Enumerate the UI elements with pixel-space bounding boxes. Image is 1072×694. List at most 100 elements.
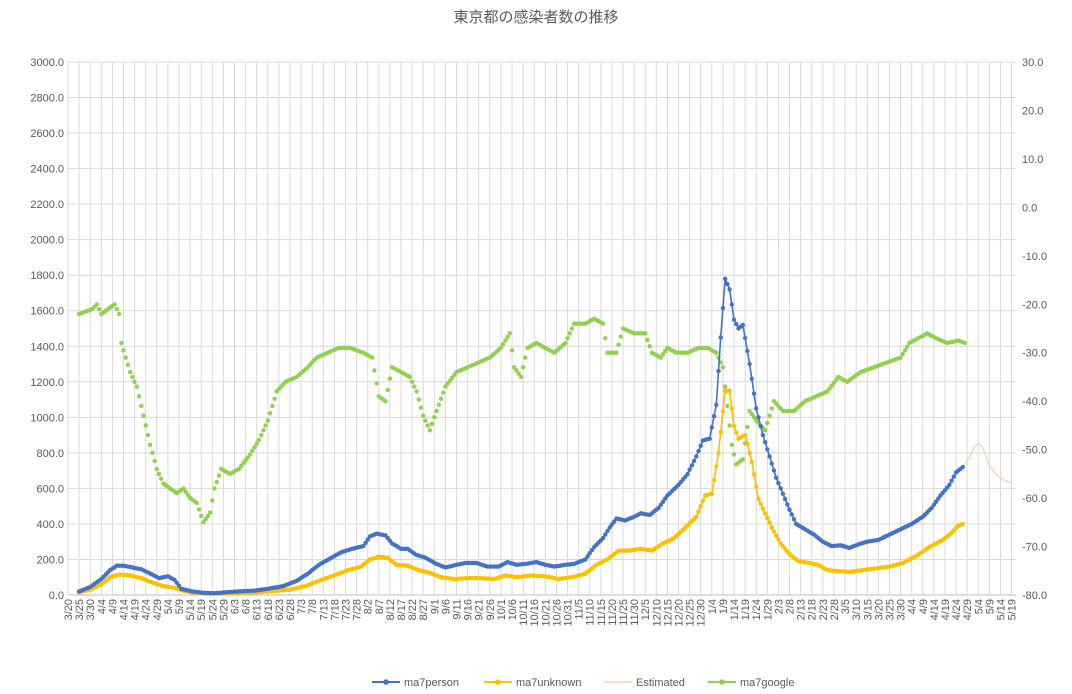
legend: ma7person ma7unknown Estimated ma7google	[372, 677, 794, 689]
x-tick-label: 3/5	[840, 599, 852, 614]
x-tick-label: 9/1	[429, 599, 441, 614]
data-point-ma7person	[787, 507, 792, 512]
x-tick-label: 7/18	[329, 599, 341, 620]
x-tick-label: 8/27	[418, 599, 430, 620]
data-point-ma7unknown	[716, 450, 721, 456]
x-tick-label: 7/13	[318, 599, 330, 620]
x-tick-label: 1/19	[740, 599, 752, 620]
data-point-ma7person	[656, 505, 661, 511]
series-Estimated	[962, 442, 1012, 484]
data-point-ma7person	[685, 472, 690, 477]
data-point-ma7google	[416, 397, 421, 402]
x-tick-label: 12/20	[674, 599, 686, 627]
left-tick-label: 1400.0	[30, 341, 64, 353]
data-point-ma7person	[782, 496, 788, 502]
data-point-ma7google	[385, 387, 390, 393]
x-tick-label: 7/23	[341, 599, 353, 620]
data-point-ma7unknown	[742, 432, 748, 438]
data-point-ma7unknown	[776, 537, 781, 542]
x-tick-label: 1/29	[762, 599, 774, 620]
x-tick-label: 11/15	[596, 599, 608, 626]
data-point-ma7person	[758, 424, 763, 429]
left-tick-label: 400.0	[36, 519, 64, 531]
left-tick-label: 1200.0	[30, 377, 64, 389]
data-point-ma7google	[96, 306, 102, 312]
left-tick-label: 600.0	[36, 483, 64, 495]
data-point-ma7google	[518, 374, 524, 380]
legend-label: ma7google	[740, 677, 794, 689]
data-point-ma7google	[374, 381, 379, 386]
data-point-ma7google	[503, 338, 508, 343]
data-point-ma7person	[727, 287, 732, 292]
data-point-ma7person	[767, 454, 772, 459]
data-point-ma7google	[421, 413, 426, 418]
x-tick-label: 7/3	[296, 599, 308, 614]
data-point-ma7google	[427, 428, 433, 433]
right-tick-label: 20.0	[1022, 105, 1043, 117]
data-point-ma7person	[780, 491, 786, 496]
data-point-ma7google	[132, 379, 137, 384]
chart-title: 東京都の感染者数の推移	[453, 8, 618, 26]
data-point-ma7unknown	[767, 520, 772, 525]
data-point-ma7google	[747, 408, 752, 414]
data-point-ma7person	[760, 432, 766, 438]
data-point-ma7google	[723, 384, 728, 389]
x-tick-label: 10/26	[551, 599, 563, 627]
x-tick-label: 2/13	[796, 599, 808, 620]
data-point-ma7person	[791, 517, 797, 522]
data-point-ma7person	[687, 467, 692, 472]
x-tick-label: 1/4	[707, 599, 719, 614]
data-point-ma7google	[372, 368, 377, 373]
x-tick-label: 10/6	[507, 599, 519, 620]
x-tick-label: 3/15	[862, 599, 874, 620]
data-point-ma7google	[412, 384, 417, 389]
data-point-ma7google	[370, 355, 375, 360]
data-point-ma7google	[252, 445, 257, 450]
legend-swatch-marker	[383, 679, 389, 685]
data-point-ma7google	[414, 389, 419, 394]
data-point-ma7unknown	[698, 504, 703, 509]
x-tick-label: 1/9	[718, 599, 730, 614]
data-point-ma7google	[902, 348, 908, 353]
data-point-ma7google	[603, 336, 608, 341]
x-tick-label: 11/5	[574, 599, 586, 620]
x-tick-label: 12/5	[640, 599, 652, 620]
data-point-ma7google	[727, 423, 732, 428]
legend-item-ma7unknown: ma7unknown	[484, 677, 581, 689]
data-point-ma7google	[645, 337, 650, 342]
series-ma7google	[76, 302, 968, 525]
x-tick-label: 8/22	[407, 599, 419, 620]
left-tick-label: 1000.0	[30, 412, 64, 424]
right-tick-label: -60.0	[1022, 493, 1047, 505]
x-tick-label: 6/18	[263, 599, 275, 620]
data-point-ma7unknown	[729, 406, 734, 411]
data-point-ma7google	[658, 355, 663, 360]
data-point-ma7google	[207, 510, 213, 515]
data-point-ma7unknown	[714, 464, 719, 469]
data-point-ma7person	[363, 540, 368, 546]
left-tick-label: 2000.0	[30, 235, 64, 247]
x-tick-label: 5/4	[163, 599, 175, 614]
data-point-ma7person	[716, 368, 721, 374]
data-point-ma7google	[134, 384, 139, 389]
x-tick-label: 5/14	[995, 599, 1007, 620]
legend-label: Estimated	[636, 677, 685, 689]
data-point-ma7google	[429, 421, 435, 426]
data-point-ma7unknown	[720, 409, 726, 414]
data-point-ma7unknown	[758, 501, 763, 506]
x-tick-label: 6/8	[241, 599, 253, 614]
data-point-ma7person	[583, 557, 588, 562]
legend-label: ma7unknown	[516, 677, 581, 689]
data-point-ma7google	[123, 355, 128, 360]
data-point-ma7google	[94, 302, 100, 307]
data-point-ma7unknown	[711, 477, 717, 483]
data-point-ma7google	[905, 344, 910, 349]
legend-item-ma7google: ma7google	[708, 677, 794, 689]
x-tick-label: 6/23	[274, 599, 286, 620]
data-point-ma7google	[729, 442, 734, 447]
right-tick-label: 0.0	[1022, 202, 1037, 214]
data-point-ma7google	[216, 473, 222, 478]
x-tick-label: 5/4	[973, 599, 985, 614]
data-point-ma7google	[263, 423, 268, 428]
data-point-ma7person	[774, 475, 779, 480]
